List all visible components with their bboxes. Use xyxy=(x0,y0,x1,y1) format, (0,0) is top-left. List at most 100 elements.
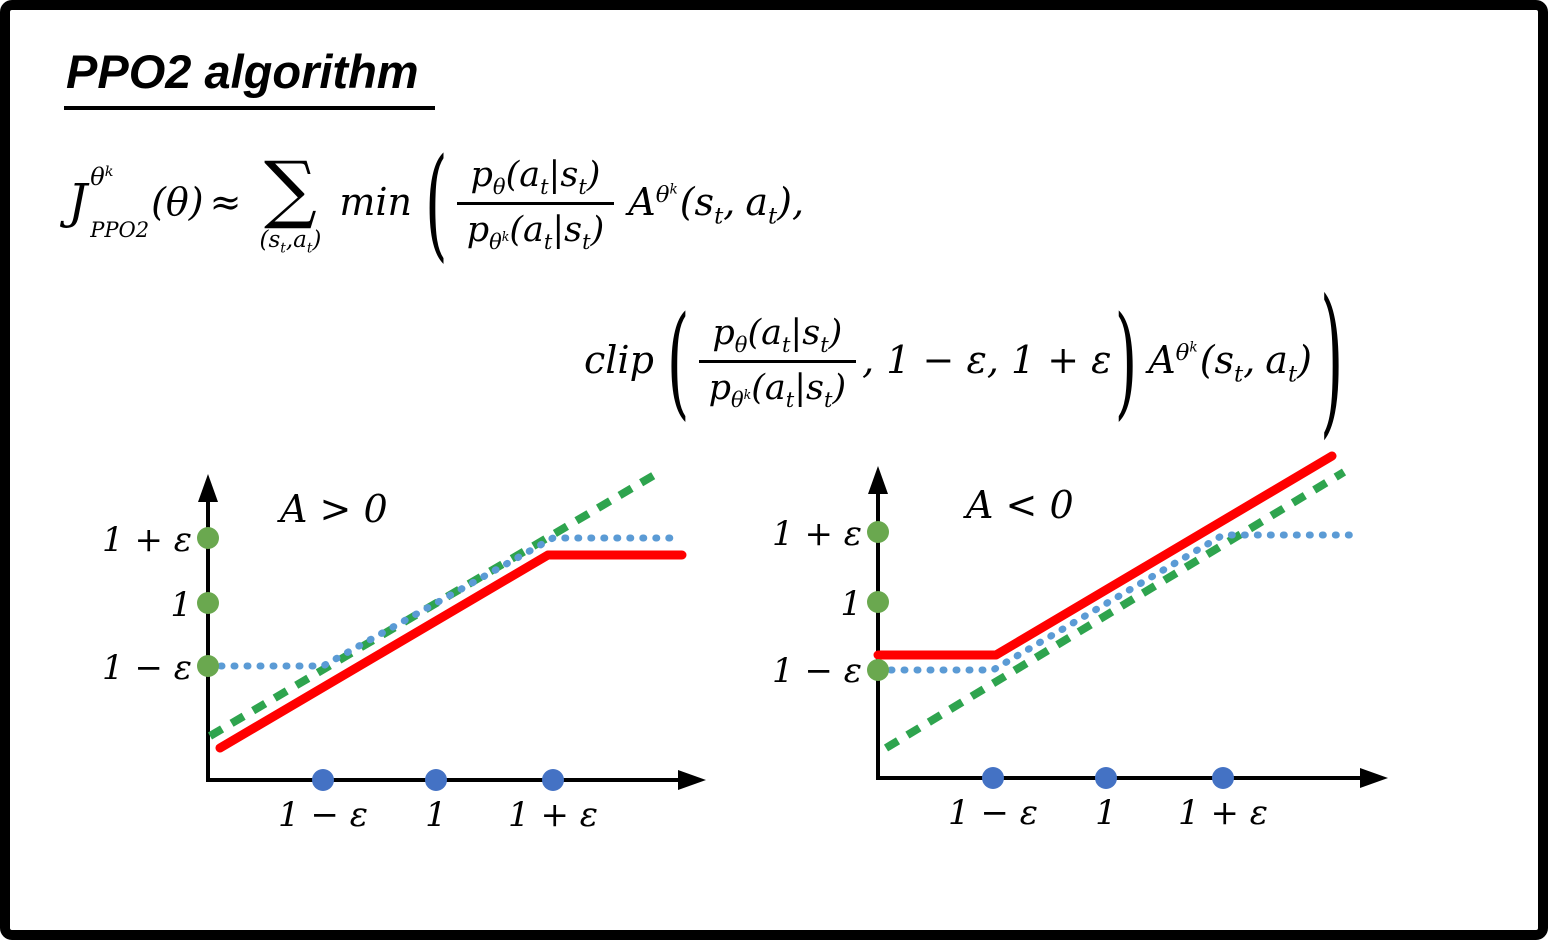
t-subscript: t xyxy=(781,333,791,357)
advantage-args: (st, at), xyxy=(679,180,805,228)
t-subscript: t xyxy=(543,229,553,254)
paren: ( xyxy=(747,313,762,353)
sum-subscript: (st,at) xyxy=(259,226,321,255)
min-operator: min xyxy=(339,180,413,225)
t-subscript: t xyxy=(1234,361,1244,388)
J-supsub: θk PPO2 xyxy=(90,165,149,241)
J-subscript: PPO2 xyxy=(90,218,150,242)
paren: ) xyxy=(777,180,792,225)
a-symbol: a xyxy=(764,367,786,408)
p-symbol: p xyxy=(712,313,735,353)
pipe: | xyxy=(794,367,807,408)
comma: , xyxy=(1243,338,1256,383)
comma: , xyxy=(285,226,294,253)
s-symbol: s xyxy=(806,367,825,408)
s-symbol: s xyxy=(564,209,583,250)
paren: ) xyxy=(586,155,601,195)
summation: ∑ (st,at) xyxy=(259,152,321,255)
t-subscript: t xyxy=(820,333,829,357)
x-tick-dot-blue xyxy=(1095,767,1117,789)
paren: ( xyxy=(505,155,520,195)
ratio-line-green-dashed xyxy=(207,470,659,740)
x-axis-arrow-icon xyxy=(678,770,706,790)
t-subscript: t xyxy=(785,387,795,412)
theta-symbol: θ xyxy=(1175,339,1190,366)
k-superscript: k xyxy=(104,164,114,180)
x-tick-dot-blue xyxy=(425,769,447,791)
theta-symbol: θ xyxy=(90,163,105,191)
paren: ( xyxy=(751,367,765,408)
t-subscript: t xyxy=(280,240,286,257)
x-tick-dot-blue xyxy=(982,767,1004,789)
objective-J-term: J θk PPO2 xyxy=(68,165,149,241)
objective-line-red xyxy=(873,451,1337,660)
plot-A-negative: A < 0 1 + ε 1 1 − ε 1 − ε 1 1 + ε xyxy=(772,451,1388,833)
y-tick-label: 1 xyxy=(170,585,192,625)
open-paren-large: ( xyxy=(425,131,448,275)
y-axis-arrow-icon xyxy=(868,466,888,494)
s-symbol: s xyxy=(560,155,579,195)
approx-symbol: ≈ xyxy=(209,180,242,225)
x-tick-label: 1 xyxy=(1095,793,1117,833)
plot-A-positive: A > 0 1 + ε 1 1 − ε 1 − ε 1 1 + ε xyxy=(102,470,706,835)
a-symbol: a xyxy=(745,180,768,225)
theta-symbol: θ xyxy=(730,387,744,412)
theta-subscript: θ xyxy=(734,333,748,357)
p-symbol: p xyxy=(708,367,731,408)
theta-k-subscript: θk xyxy=(489,230,509,254)
advantage-args: (st, at) xyxy=(1199,338,1312,386)
fraction-denominator: pθk(at|st) xyxy=(456,201,615,257)
paren: ( xyxy=(1199,338,1215,383)
p-symbol: p xyxy=(466,209,490,250)
paren: ( xyxy=(679,180,695,225)
fraction-numerator: pθ(at|st) xyxy=(461,150,611,202)
open-paren-large: ( xyxy=(666,289,690,433)
a-symbol: a xyxy=(761,313,782,353)
t-subscript: t xyxy=(767,203,778,230)
a-symbol: a xyxy=(1265,338,1288,383)
J-symbol: J xyxy=(68,174,88,231)
A-superscript: θk xyxy=(1176,340,1198,366)
probability-ratio-fraction: pθ(at|st) pθk(at|st) xyxy=(456,150,615,257)
x-tick-dot-blue xyxy=(542,769,564,791)
clip-operator: clip xyxy=(584,338,654,383)
comma: , xyxy=(791,180,805,225)
A-symbol: A xyxy=(628,180,656,225)
y-tick-dot-green xyxy=(197,592,219,614)
a-symbol: a xyxy=(523,209,544,250)
x-tick-label: 1 − ε xyxy=(948,793,1038,833)
clip-line-blue-dotted xyxy=(204,534,674,670)
theta-k-subscript: θk xyxy=(731,388,751,412)
advantage-term: Aθk xyxy=(628,180,677,226)
page-title: PPO2 algorithm xyxy=(64,44,435,110)
k-superscript: k xyxy=(501,228,510,244)
s-symbol: s xyxy=(1214,338,1235,383)
y-tick-dot-green xyxy=(867,591,889,613)
s-symbol: s xyxy=(802,313,821,353)
theta-subscript: θ xyxy=(492,175,506,199)
k-superscript: k xyxy=(669,180,678,197)
J-superscript: θk xyxy=(90,165,149,189)
fraction-numerator: pθ(at|st) xyxy=(702,308,852,360)
t-subscript: t xyxy=(714,203,724,230)
close-paren-large: ) xyxy=(1114,289,1138,433)
objective-line-red xyxy=(215,550,687,753)
x-tick-label: 1 + ε xyxy=(1178,793,1268,833)
advantage-term: Aθk xyxy=(1148,338,1197,384)
y-tick-label: 1 − ε xyxy=(102,648,192,688)
p-symbol: p xyxy=(470,155,493,195)
theta-symbol: θ xyxy=(489,229,502,254)
x-tick-dot-blue xyxy=(312,769,334,791)
theta-symbol: θ xyxy=(655,181,670,208)
t-subscript: t xyxy=(578,175,587,199)
formula-line-2: clip ( pθ(at|st) pθk(at|st) , 1 − ε, 1 +… xyxy=(582,280,1346,442)
clip-bounds: , 1 − ε, 1 + ε xyxy=(862,338,1112,383)
x-tick-dot-blue xyxy=(1212,767,1234,789)
paren: ) xyxy=(1297,338,1312,383)
condition-label: A > 0 xyxy=(277,487,388,531)
pipe: | xyxy=(552,209,565,250)
y-tick-label: 1 − ε xyxy=(772,651,862,691)
y-tick-dot-green xyxy=(197,655,219,677)
pipe: | xyxy=(548,155,561,195)
